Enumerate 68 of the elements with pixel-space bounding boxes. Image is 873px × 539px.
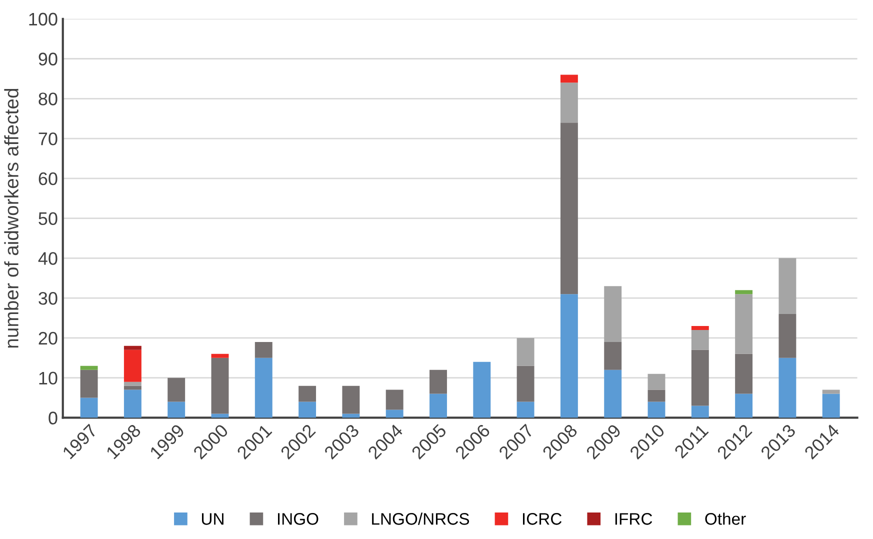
bar — [342, 414, 360, 418]
bar — [604, 286, 622, 342]
bar — [124, 346, 142, 350]
legend-label: UN — [202, 513, 224, 525]
legend-label: LNGO/NRCS — [372, 512, 470, 525]
y-tick-label: 10 — [39, 372, 58, 385]
bar — [430, 394, 447, 418]
legend-label: INGO — [278, 513, 318, 525]
bar — [822, 390, 840, 394]
bar — [168, 378, 186, 402]
bar — [691, 326, 709, 330]
bar — [604, 370, 622, 418]
bar — [473, 362, 491, 418]
bar — [648, 374, 666, 390]
bar — [124, 382, 142, 386]
legend-label: IFRC — [615, 513, 652, 525]
bar — [691, 406, 709, 418]
bar — [691, 350, 709, 406]
bar — [211, 354, 229, 358]
bar — [298, 386, 316, 402]
bar — [80, 398, 98, 418]
legend-label: Other — [705, 512, 746, 525]
bar — [691, 330, 709, 350]
y-tick-label: 70 — [38, 132, 58, 146]
bar — [778, 358, 796, 418]
bar — [124, 350, 142, 382]
bar — [516, 402, 534, 418]
bar — [124, 386, 142, 390]
y-tick-label: 30 — [38, 292, 58, 305]
bar — [560, 74, 578, 83]
bar — [80, 366, 98, 370]
bar — [124, 390, 142, 418]
bar — [386, 390, 404, 410]
bar — [648, 390, 666, 402]
legend-label: ICRC — [523, 513, 562, 525]
bar — [778, 258, 796, 314]
y-tick-label: 0 — [48, 412, 58, 424]
y-tick-label: 80 — [38, 92, 58, 106]
bar — [560, 294, 578, 418]
bar — [298, 402, 316, 418]
bar — [735, 294, 753, 354]
bar — [211, 414, 229, 418]
y-tick-label: 60 — [38, 172, 58, 186]
bar — [735, 290, 753, 294]
bar — [560, 122, 578, 294]
bar — [254, 342, 272, 358]
bar — [560, 82, 578, 123]
y-tick-label: 90 — [38, 52, 58, 66]
y-tick-label: 100 — [29, 12, 58, 26]
bar — [516, 366, 534, 402]
bar — [648, 402, 666, 418]
y-tick-label: 40 — [38, 252, 58, 265]
bar — [778, 314, 796, 358]
bar — [822, 394, 840, 418]
bar — [168, 402, 186, 418]
bar — [254, 358, 272, 418]
bar — [430, 370, 447, 394]
bar — [604, 342, 622, 370]
bar — [735, 394, 753, 418]
bar — [342, 386, 360, 414]
bar — [80, 370, 98, 398]
bar — [516, 338, 534, 366]
bar — [211, 358, 229, 414]
bar — [386, 410, 404, 418]
y-tick-label: 50 — [38, 212, 58, 226]
y-tick-label: 20 — [38, 332, 58, 345]
y-axis-title: number of aidworkers affected — [4, 88, 18, 348]
bar — [735, 354, 753, 394]
